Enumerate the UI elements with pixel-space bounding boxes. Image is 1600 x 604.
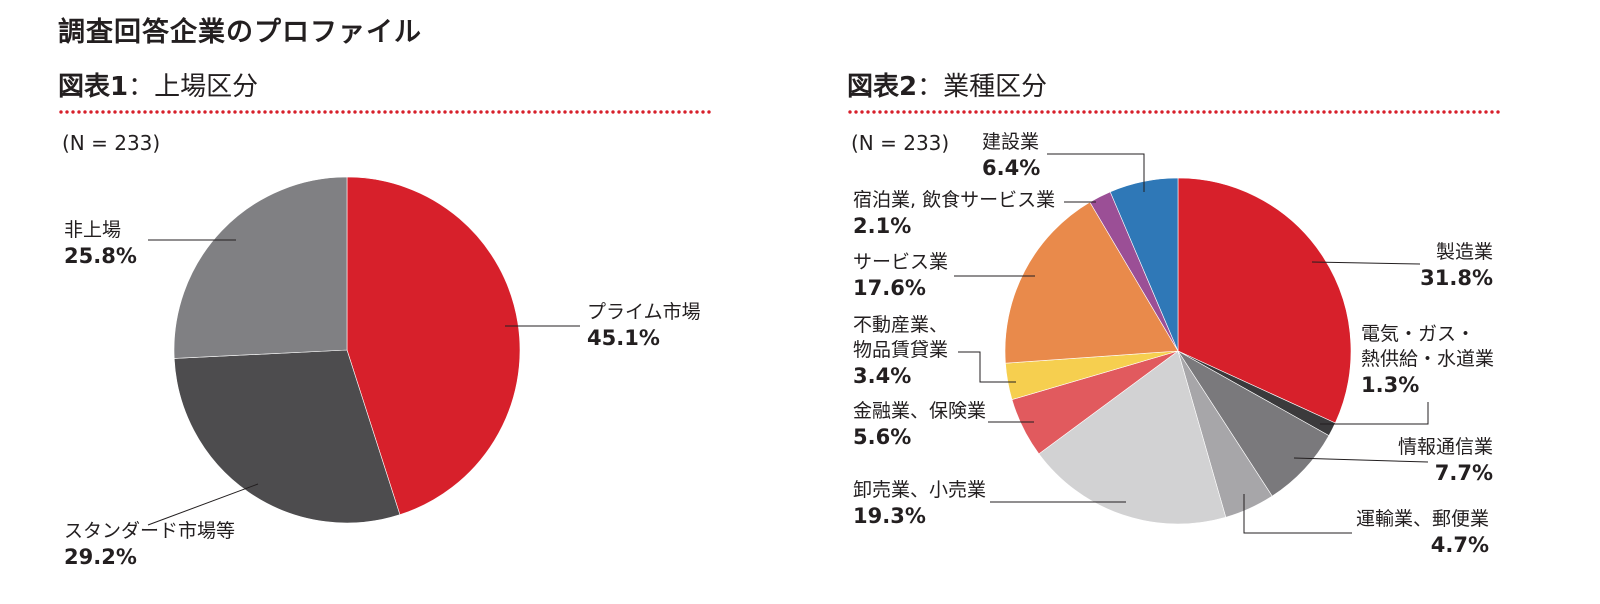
figure2-caption: 業種区分 xyxy=(943,72,1048,102)
pie2-label-name-4-0: 卸売業、小売業 xyxy=(853,479,986,501)
figure2-divider xyxy=(847,110,1500,114)
page-title: 調査回答企業のプロファイル xyxy=(58,17,422,48)
figure1-divider xyxy=(58,110,713,114)
pie2-leader-line-1 xyxy=(1320,402,1429,425)
pie1-slice-1 xyxy=(173,349,401,524)
pie2-leader-line-0 xyxy=(1311,261,1421,265)
pie2-leader-line-6 xyxy=(958,351,1016,383)
pie2-label-name-6-1: 物品賃貸業 xyxy=(853,339,948,361)
pie2-slice-9 xyxy=(1109,177,1179,352)
pie2-slice-4 xyxy=(1038,350,1227,525)
pie1-label-value-1: 29.2% xyxy=(64,545,137,569)
pie1-slice-0 xyxy=(346,176,521,516)
figure2-title: 図表2：業種区分 xyxy=(847,66,1047,103)
pie2-leader-line-3 xyxy=(1243,494,1352,534)
figure1-separator: ： xyxy=(128,72,155,102)
pie2-label-value-9: 6.4% xyxy=(982,156,1040,180)
figure2-number: 図表2 xyxy=(847,72,918,102)
figure1-title: 図表1：上場区分 xyxy=(58,66,258,103)
pie1-leader-line-1 xyxy=(147,483,259,526)
figure1-caption: 上場区分 xyxy=(154,72,259,102)
pie1-label-name-1-0: スタンダード市場等 xyxy=(64,520,235,542)
pie2-slice-0 xyxy=(1177,177,1352,424)
pie2-label-name-5-0: 金融業、保険業 xyxy=(853,400,986,422)
pie1-label-value-0: 45.1% xyxy=(587,326,660,350)
pie2-label-name-6-0: 不動産業、 xyxy=(853,314,948,336)
pie1-label-name-0-0: プライム市場 xyxy=(587,301,701,323)
pie2-label-value-7: 17.6% xyxy=(853,276,926,300)
pie1-label-value-2: 25.8% xyxy=(64,244,137,268)
pie2-slice-7 xyxy=(1004,201,1179,364)
figure2-n-label: (N = 233) xyxy=(851,131,950,155)
pie1-label-name-2-0: 非上場 xyxy=(64,219,121,241)
figure2-separator: ： xyxy=(917,72,944,102)
figure1-n-label: (N = 233) xyxy=(62,131,161,155)
pie2-label-name-2-0: 情報通信業 xyxy=(1398,436,1493,458)
pie1-slice-2 xyxy=(173,176,348,359)
pie2-label-value-2: 7.7% xyxy=(1435,461,1493,485)
pie2-label-value-5: 5.6% xyxy=(853,425,911,449)
pie2-label-name-3-0: 運輸業、郵便業 xyxy=(1356,508,1489,530)
pie2-leader-line-2 xyxy=(1293,457,1429,463)
pie2-label-value-0: 31.8% xyxy=(1420,266,1493,290)
pie2-label-name-0-0: 製造業 xyxy=(1436,241,1493,263)
pie2-label-value-4: 19.3% xyxy=(853,504,926,528)
pie2-label-name-1-0: 電気・ガス・ xyxy=(1361,323,1475,345)
pie2-label-name-9-0: 建設業 xyxy=(982,131,1039,153)
pie2-label-value-3: 4.7% xyxy=(1431,533,1489,557)
pie2-label-name-7-0: サービス業 xyxy=(853,251,948,273)
pie2-label-name-1-1: 熱供給・水道業 xyxy=(1361,348,1494,370)
pie2-leader-line-9 xyxy=(1047,153,1145,192)
pie2-label-value-8: 2.1% xyxy=(853,214,911,238)
figure1-number: 図表1 xyxy=(58,72,129,102)
pie2-label-name-8-0: 宿泊業, 飲食サービス業 xyxy=(853,189,1055,211)
pie2-label-value-1: 1.3% xyxy=(1361,373,1419,397)
pie2-label-value-6: 3.4% xyxy=(853,364,911,388)
